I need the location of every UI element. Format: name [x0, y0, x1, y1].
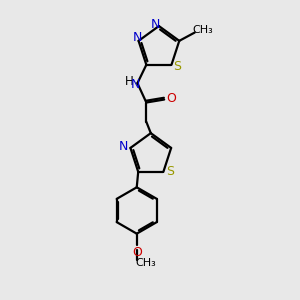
- Text: O: O: [166, 92, 175, 106]
- Text: N: N: [151, 18, 160, 31]
- Text: N: N: [131, 78, 141, 91]
- Text: N: N: [132, 32, 142, 44]
- Text: O: O: [132, 246, 142, 259]
- Text: CH₃: CH₃: [136, 258, 157, 268]
- Text: H: H: [125, 75, 134, 88]
- Text: CH₃: CH₃: [193, 25, 213, 35]
- Text: N: N: [119, 140, 129, 153]
- Text: S: S: [173, 60, 181, 73]
- Text: S: S: [166, 165, 174, 178]
